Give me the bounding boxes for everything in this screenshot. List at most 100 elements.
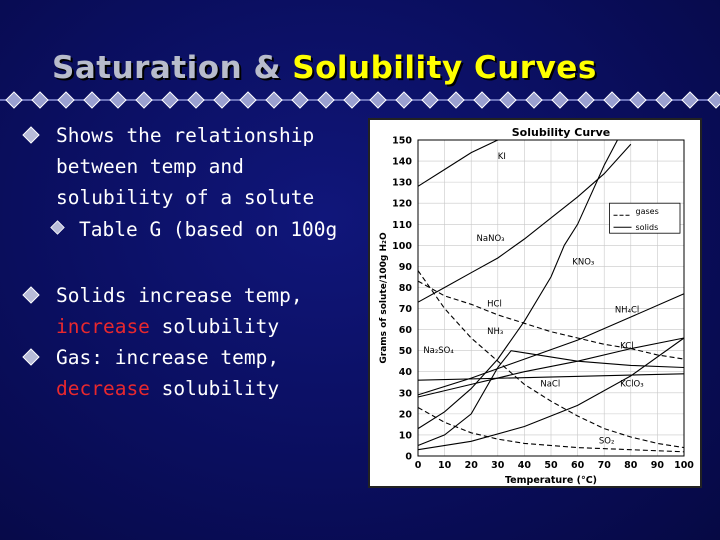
series-line-hcl bbox=[417, 280, 685, 360]
divider-diamond-icon bbox=[603, 91, 621, 109]
solids-word: Solids bbox=[56, 284, 127, 307]
divider-diamond-icon bbox=[161, 91, 179, 109]
x-tick-label: 20 bbox=[465, 460, 479, 471]
divider-diamond-icon bbox=[343, 91, 361, 109]
series-line-kno3 bbox=[417, 139, 618, 430]
y-tick-label: 30 bbox=[399, 388, 413, 399]
series-label-nacl: NaCl bbox=[540, 379, 560, 389]
divider-diamond-icon bbox=[369, 91, 387, 109]
series-label-kno3: KNO₃ bbox=[572, 257, 594, 267]
series-line-ki bbox=[417, 139, 499, 187]
y-tick-label: 80 bbox=[399, 283, 413, 294]
series-label-so2: SO₂ bbox=[599, 436, 615, 446]
title-part-accent: Solubility Curves bbox=[292, 50, 597, 86]
legend-label-gases: gases bbox=[636, 207, 659, 216]
x-tick-label: 30 bbox=[491, 460, 505, 471]
divider-diamond-icon bbox=[629, 91, 647, 109]
series-line-kclo3 bbox=[417, 337, 685, 451]
divider-diamond-icon bbox=[473, 91, 491, 109]
bullet-line: solubility of a solute bbox=[56, 186, 315, 209]
divider-diamond-icon bbox=[31, 91, 49, 109]
series-label-ki: KI bbox=[498, 152, 506, 162]
y-tick-label: 10 bbox=[399, 430, 413, 441]
series-line-nh4cl bbox=[417, 293, 685, 396]
x-tick-label: 40 bbox=[518, 460, 532, 471]
divider-diamond-icon bbox=[551, 91, 569, 109]
y-tick-label: 0 bbox=[405, 452, 412, 463]
y-tick-label: 100 bbox=[392, 241, 412, 252]
divider-diamond-icon bbox=[83, 91, 101, 109]
divider-diamonds bbox=[5, 91, 720, 109]
diamond-bullet-icon bbox=[22, 286, 40, 304]
y-tick-label: 90 bbox=[399, 262, 413, 273]
series-label-hcl: HCl bbox=[487, 299, 502, 309]
divider-diamond-icon bbox=[5, 91, 23, 109]
solids-rest: increase temp, bbox=[126, 284, 303, 307]
y-tick-label: 50 bbox=[399, 346, 413, 357]
divider-diamond-icon bbox=[395, 91, 413, 109]
solubility-chart-svg: 0 10 20 30 40 50 60 70 80 90 100 0 10 20 30 40 50 60 70 80 9… bbox=[379, 126, 694, 486]
divider-diamond-icon bbox=[187, 91, 205, 109]
bullet-item-gas: Gas: increase temp, decrease solubility bbox=[22, 342, 279, 404]
diamond-bullet-icon bbox=[22, 348, 40, 366]
sub-bullet-text: Table G (based on 100g bbox=[79, 218, 338, 241]
series-label-na2so4: Na₂SO₄ bbox=[423, 346, 454, 356]
divider-diamond-icon bbox=[213, 91, 231, 109]
plot-frame bbox=[417, 139, 685, 457]
x-axis-label: Temperature (°C) bbox=[505, 475, 597, 486]
y-tick-label: 60 bbox=[399, 325, 413, 336]
series-line-so2 bbox=[417, 407, 685, 453]
x-tick-label: 50 bbox=[544, 460, 558, 471]
title-divider bbox=[0, 91, 720, 109]
divider-diamond-icon bbox=[239, 91, 257, 109]
series-label-nh3: NH₃ bbox=[487, 327, 503, 337]
divider-diamond-icon bbox=[525, 91, 543, 109]
y-tick-label: 150 bbox=[392, 136, 412, 147]
divider-diamond-icon bbox=[109, 91, 127, 109]
gas-line: Gas: increase temp, bbox=[56, 346, 280, 369]
y-tick-label: 120 bbox=[392, 199, 412, 210]
legend-box bbox=[609, 202, 681, 234]
divider-diamond-icon bbox=[291, 91, 309, 109]
solubility-chart: 0 10 20 30 40 50 60 70 80 90 100 0 10 20 30 40 50 60 70 80 9… bbox=[368, 118, 702, 488]
divider-diamond-icon bbox=[577, 91, 595, 109]
x-tick-label: 60 bbox=[571, 460, 585, 471]
series-label-nh4cl: NH₄Cl bbox=[615, 306, 639, 316]
divider-diamond-icon bbox=[265, 91, 283, 109]
diamond-bullet-icon bbox=[50, 220, 65, 235]
series-line-kcl bbox=[417, 337, 685, 398]
sub-bullet-table-g: Table G (based on 100g bbox=[50, 214, 337, 245]
x-tick-label: 90 bbox=[651, 460, 665, 471]
series-label-nano3: NaNO₃ bbox=[477, 234, 505, 244]
y-tick-label: 70 bbox=[399, 304, 413, 315]
title-part-main: Saturation & bbox=[52, 50, 293, 86]
x-tick-label: 80 bbox=[624, 460, 638, 471]
series-line-na2so4 bbox=[417, 350, 685, 447]
solubility-word: solubility bbox=[149, 377, 280, 400]
bullet-line: between temp and bbox=[56, 155, 244, 178]
divider-diamond-icon bbox=[655, 91, 673, 109]
y-tick-label: 110 bbox=[392, 220, 412, 231]
divider-diamond-icon bbox=[499, 91, 517, 109]
x-tick-label: 100 bbox=[674, 460, 694, 471]
y-tick-label: 20 bbox=[399, 409, 413, 420]
y-axis-label: Grams of solute/100g H₂O bbox=[379, 232, 389, 364]
bullet-item-solids: Solids increase temp, increase solubilit… bbox=[22, 280, 303, 342]
divider-diamond-icon bbox=[447, 91, 465, 109]
series-line-nh3 bbox=[417, 270, 685, 449]
series-label-kclo3: KClO₃ bbox=[620, 379, 644, 389]
x-tick-label: 10 bbox=[438, 460, 452, 471]
slide-title: Saturation & Solubility Curves bbox=[52, 50, 597, 86]
diamond-bullet-icon bbox=[22, 126, 40, 144]
y-tick-label: 40 bbox=[399, 367, 413, 378]
divider-diamond-icon bbox=[421, 91, 439, 109]
divider-diamond-icon bbox=[135, 91, 153, 109]
bullet-item-relationship: Shows the relationship between temp and … bbox=[22, 120, 314, 213]
x-tick-label: 0 bbox=[415, 460, 422, 471]
legend-label-solids: solids bbox=[636, 223, 659, 232]
chart-title: Solubility Curve bbox=[512, 126, 610, 139]
divider-diamond-icon bbox=[707, 91, 720, 109]
divider-diamond-icon bbox=[681, 91, 699, 109]
decrease-word: decrease bbox=[56, 377, 150, 400]
bullet-line: Shows the relationship bbox=[56, 124, 315, 147]
